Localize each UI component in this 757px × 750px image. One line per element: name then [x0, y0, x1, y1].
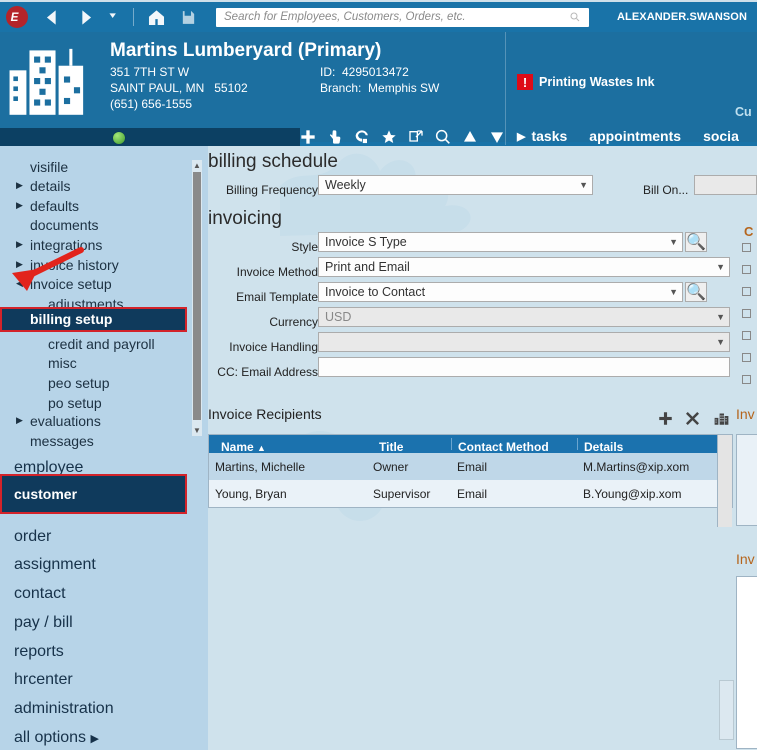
- svg-text:E: E: [11, 11, 20, 24]
